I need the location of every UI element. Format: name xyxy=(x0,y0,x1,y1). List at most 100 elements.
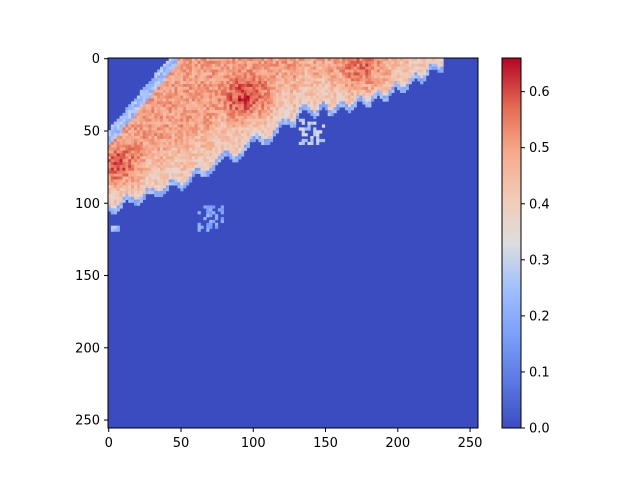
heatmap-cell xyxy=(212,118,216,122)
heatmap-cell xyxy=(151,185,155,189)
heatmap-cell xyxy=(336,78,340,82)
heatmap-cell xyxy=(165,89,169,93)
heatmap-cell xyxy=(252,118,256,122)
heatmap-cell xyxy=(157,112,161,117)
heatmap-cell xyxy=(217,84,222,88)
heatmap-cell xyxy=(316,112,320,117)
heatmap-cell xyxy=(336,60,340,65)
heatmap-cell xyxy=(203,133,207,137)
heatmap-cell xyxy=(321,81,326,85)
heatmap-cell xyxy=(214,216,219,221)
heatmap-cell xyxy=(394,66,398,70)
heatmap-cell xyxy=(333,75,337,79)
heatmap-cell xyxy=(342,95,346,99)
heatmap-cell xyxy=(290,78,294,82)
heatmap-cell xyxy=(264,133,268,137)
heatmap-cell xyxy=(220,208,224,212)
heatmap-cell xyxy=(220,205,224,209)
heatmap-cell xyxy=(313,95,317,99)
heatmap-cell xyxy=(116,164,120,169)
heatmap-cell xyxy=(391,66,395,70)
heatmap-cell xyxy=(157,173,161,177)
heatmap-cell xyxy=(116,147,120,151)
heatmap-cell xyxy=(411,72,415,76)
heatmap-cell xyxy=(191,84,196,88)
heatmap-cell xyxy=(214,222,219,226)
heatmap-cell xyxy=(235,84,239,88)
heatmap-cell xyxy=(160,176,164,180)
heatmap-cell xyxy=(330,75,334,79)
heatmap-cell xyxy=(160,164,164,169)
heatmap-cell xyxy=(431,63,435,67)
heatmap-cell xyxy=(417,75,421,79)
heatmap-cell xyxy=(128,162,132,166)
heatmap-cell xyxy=(217,92,222,96)
heatmap-cell xyxy=(203,81,207,85)
heatmap-cell xyxy=(246,115,250,119)
heatmap-cell xyxy=(362,89,366,93)
heatmap-cell xyxy=(345,89,349,93)
heatmap-cell xyxy=(226,130,230,134)
heatmap-cell xyxy=(206,107,210,111)
heatmap-cell xyxy=(385,95,389,99)
heatmap-cell xyxy=(191,110,196,114)
heatmap-cell xyxy=(206,159,210,163)
heatmap-cell xyxy=(206,121,210,125)
heatmap-cell xyxy=(203,72,207,76)
heatmap-cell xyxy=(165,86,169,91)
heatmap-cell xyxy=(191,78,196,82)
heatmap-cell xyxy=(148,144,152,148)
heatmap-cell xyxy=(287,58,291,62)
heatmap-cell xyxy=(160,179,164,183)
heatmap-cell xyxy=(136,196,141,200)
heatmap-cell xyxy=(278,86,282,91)
heatmap-cell xyxy=(134,176,138,180)
heatmap-cell xyxy=(420,63,424,67)
heatmap-cell xyxy=(191,115,196,119)
heatmap-cell xyxy=(188,107,193,111)
heatmap-cell xyxy=(243,72,248,76)
heatmap-cell xyxy=(269,58,274,62)
heatmap-cell xyxy=(200,115,204,119)
heatmap-cell xyxy=(353,101,357,105)
heatmap-cell xyxy=(186,164,190,169)
heatmap-cell xyxy=(116,130,120,134)
heatmap-cell xyxy=(200,58,204,62)
heatmap-cell xyxy=(266,118,271,122)
heatmap-cell xyxy=(304,63,308,67)
heatmap-cell xyxy=(359,58,363,62)
heatmap-cell xyxy=(206,150,210,154)
heatmap-cell xyxy=(168,58,172,62)
heatmap-cell xyxy=(131,118,135,122)
heatmap-cell xyxy=(258,118,262,122)
heatmap-cell xyxy=(209,130,213,134)
heatmap-cell xyxy=(180,127,184,131)
heatmap-cell xyxy=(194,144,198,148)
heatmap-cell xyxy=(269,78,274,82)
heatmap-cell xyxy=(359,66,363,70)
heatmap-cell xyxy=(298,86,302,91)
heatmap-cell xyxy=(154,98,158,102)
heatmap-cell xyxy=(113,124,117,128)
heatmap-cell xyxy=(108,150,112,154)
heatmap-cell xyxy=(298,89,302,93)
heatmap-cell xyxy=(350,69,354,73)
heatmap-cell xyxy=(353,81,357,85)
heatmap-cell xyxy=(417,78,421,82)
heatmap-cell xyxy=(232,124,236,128)
heatmap-cell xyxy=(142,124,146,128)
heatmap-cell xyxy=(186,60,190,65)
heatmap-cell xyxy=(183,138,187,143)
heatmap-cell xyxy=(223,124,227,128)
heatmap-cell xyxy=(238,144,242,148)
heatmap-cell xyxy=(206,222,210,226)
heatmap-cell xyxy=(145,141,149,146)
heatmap-cell xyxy=(154,167,158,172)
heatmap-cell xyxy=(347,95,352,99)
heatmap-cell xyxy=(183,182,187,186)
heatmap-cell xyxy=(188,153,193,157)
heatmap-cell xyxy=(243,127,248,131)
heatmap-cell xyxy=(345,84,349,88)
heatmap-cell xyxy=(379,72,383,76)
heatmap-cell xyxy=(134,193,138,198)
